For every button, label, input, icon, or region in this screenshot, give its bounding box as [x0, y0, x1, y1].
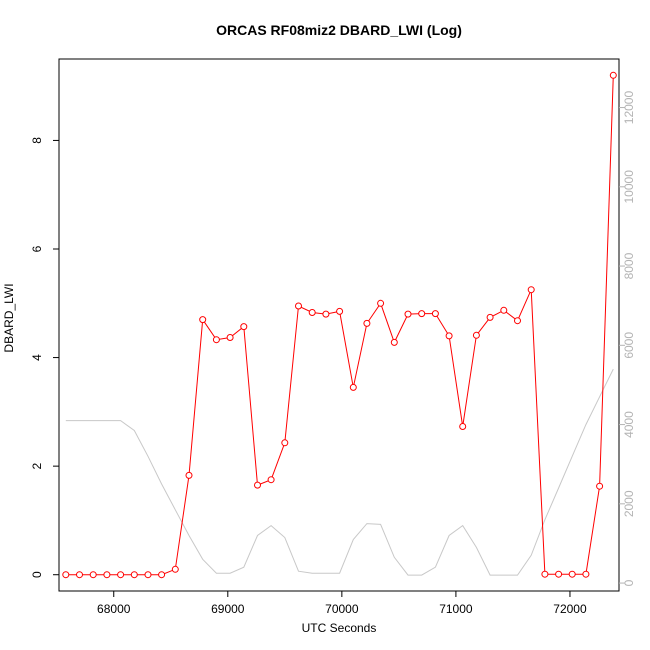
- y-tick-label: 8: [30, 137, 44, 144]
- data-point: [527, 286, 535, 294]
- data-point: [431, 310, 439, 318]
- x-tick-label: 68000: [97, 602, 131, 616]
- data-point: [596, 482, 604, 490]
- data-point: [212, 336, 220, 344]
- data-point: [418, 310, 426, 318]
- data-point: [472, 331, 480, 339]
- data-point: [445, 332, 453, 340]
- data-point: [158, 571, 166, 579]
- chart-title: ORCAS RF08miz2 DBARD_LWI (Log): [216, 22, 462, 38]
- y-tick-label: 4: [30, 354, 44, 361]
- data-point: [514, 317, 521, 325]
- data-point: [89, 571, 97, 579]
- x-tick-label: 69000: [211, 602, 245, 616]
- x-tick-label: 72000: [553, 602, 587, 616]
- data-point: [377, 299, 385, 307]
- data-point: [336, 307, 344, 315]
- data-point: [117, 571, 125, 579]
- data-point: [171, 565, 179, 573]
- y-axis-label: DBARD_LWI: [2, 283, 16, 352]
- x-axis-label: UTC Seconds: [302, 621, 377, 635]
- data-point: [582, 570, 590, 578]
- data-point: [226, 334, 234, 341]
- data-point: [609, 71, 617, 79]
- data-point: [541, 570, 549, 578]
- y2-tick-label: 8000: [622, 252, 636, 279]
- plot-layer: 68000 69000 70000 71000 72000 0 2 4 6 8 0 2000 4000 6…: [30, 58, 636, 616]
- y2-tick-label: 12000: [622, 91, 636, 125]
- data-point: [130, 571, 138, 579]
- data-point: [295, 302, 302, 310]
- data-point: [254, 481, 261, 489]
- data-point: [267, 476, 275, 484]
- y2-tick-label: 10000: [622, 170, 636, 204]
- data-point: [459, 423, 467, 430]
- y-tick-label: 6: [30, 245, 44, 252]
- data-point: [144, 571, 152, 579]
- y2-tick-label: 6000: [622, 332, 636, 359]
- data-point: [240, 323, 248, 331]
- data-point: [62, 571, 70, 579]
- data-point: [363, 319, 371, 327]
- data-point: [486, 313, 494, 321]
- data-point: [322, 310, 330, 318]
- data-point: [76, 571, 83, 579]
- data-point: [390, 338, 398, 346]
- y2-tick-label: 0: [622, 579, 636, 586]
- y-tick-label: 0: [30, 571, 44, 578]
- data-point: [568, 570, 576, 578]
- y2-tick-label: 2000: [622, 490, 636, 517]
- plot-frame: [58, 58, 620, 592]
- data-point: [199, 316, 207, 324]
- data-point: [349, 383, 357, 391]
- x-tick-label: 70000: [325, 602, 359, 616]
- series-line-right-axis: [65, 368, 614, 576]
- data-point: [185, 471, 193, 479]
- y2-tick-label: 4000: [622, 411, 636, 438]
- y-tick-label: 2: [30, 462, 44, 469]
- data-point: [500, 306, 508, 314]
- x-tick-label: 71000: [439, 602, 473, 616]
- data-point: [281, 439, 289, 447]
- data-point: [555, 570, 563, 578]
- data-point: [103, 571, 111, 579]
- data-point: [308, 309, 316, 316]
- data-point: [404, 310, 412, 318]
